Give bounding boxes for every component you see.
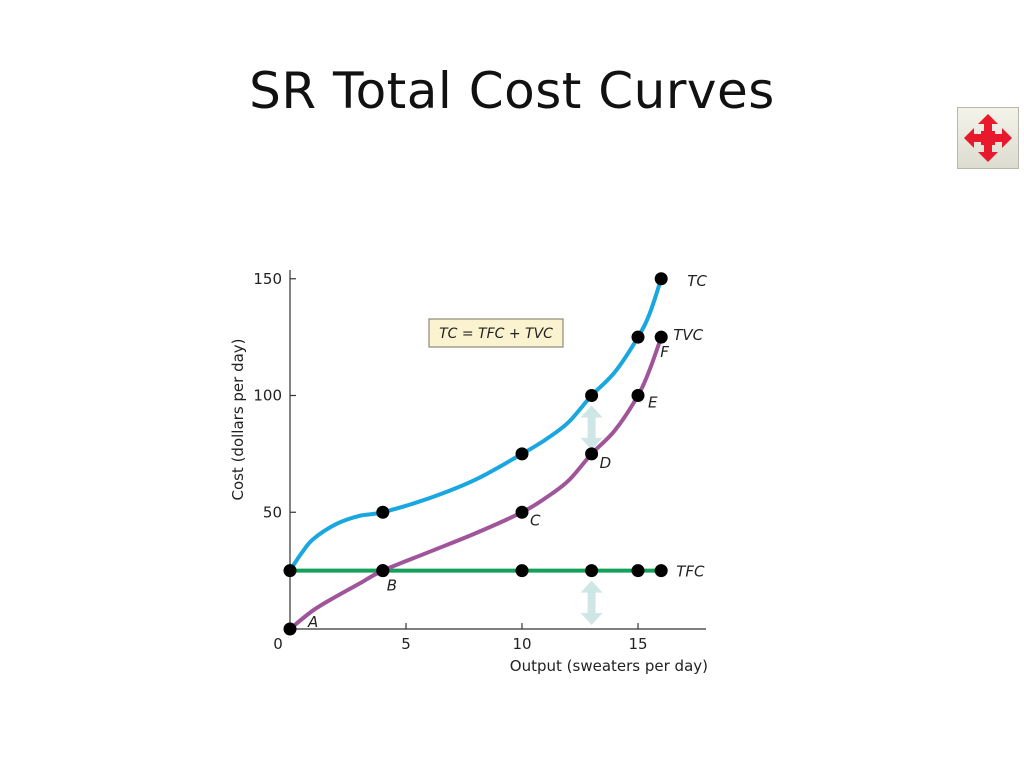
- data-point-tvc: [585, 447, 599, 461]
- four-way-arrows-icon: [964, 114, 1012, 162]
- point-label-a: A: [307, 613, 318, 631]
- data-point-tfc: [631, 564, 645, 578]
- point-label-e: E: [648, 394, 658, 412]
- arrows-layer: [580, 405, 603, 625]
- points-layer: [283, 272, 668, 636]
- data-point-tvc: [515, 505, 529, 519]
- y-tick-label: 150: [253, 270, 282, 288]
- y-tick-label: 100: [253, 387, 282, 405]
- data-point-tfc: [654, 564, 668, 578]
- x-tick-label: 5: [401, 635, 411, 653]
- slide-title: SR Total Cost Curves: [249, 62, 775, 120]
- series-label-tc: TC: [687, 272, 707, 290]
- formula-box: TC = TFC + TVC: [428, 318, 564, 348]
- difference-arrow: [580, 580, 603, 625]
- series-label-tfc: TFC: [676, 563, 705, 581]
- data-point-tfc: [585, 564, 599, 578]
- ticks-layer: 5 10 15 50 100 150: [253, 270, 647, 653]
- x-axis-label: Output (sweaters per day): [510, 657, 708, 675]
- formula-text: TC = TFC + TVC: [439, 326, 553, 342]
- navigate-button[interactable]: [957, 107, 1019, 169]
- point-label-b: B: [387, 577, 397, 595]
- point-label-f: F: [660, 343, 669, 361]
- difference-arrow: [580, 405, 603, 450]
- axes-layer: 0 Cost (dollars per day) Output (sweater…: [229, 270, 708, 675]
- data-point-tvc: [631, 389, 645, 402]
- data-point-tc: [376, 505, 390, 519]
- data-point-tfc: [515, 564, 529, 578]
- origin-tick-label: 0: [273, 635, 283, 653]
- point-label-d: D: [600, 454, 612, 472]
- data-point-tc: [631, 330, 645, 344]
- data-point-tfc: [376, 564, 390, 578]
- x-tick-label: 10: [512, 635, 531, 653]
- point-label-c: C: [530, 511, 541, 529]
- x-tick-label: 15: [628, 635, 647, 653]
- data-point-tc: [585, 389, 599, 402]
- data-point-tvc: [654, 330, 668, 344]
- series-label-tvc: TVC: [673, 326, 703, 344]
- labels-layer: TFC TVC TC A B C D E F: [307, 272, 707, 631]
- y-axis-label: Cost (dollars per day): [229, 338, 247, 500]
- data-point-tc: [515, 447, 529, 461]
- series-line-tc: [288, 276, 664, 573]
- data-point-tc: [283, 564, 297, 578]
- y-tick-label: 50: [263, 503, 282, 521]
- data-point-tc: [654, 272, 668, 286]
- data-point-tvc: [283, 622, 297, 636]
